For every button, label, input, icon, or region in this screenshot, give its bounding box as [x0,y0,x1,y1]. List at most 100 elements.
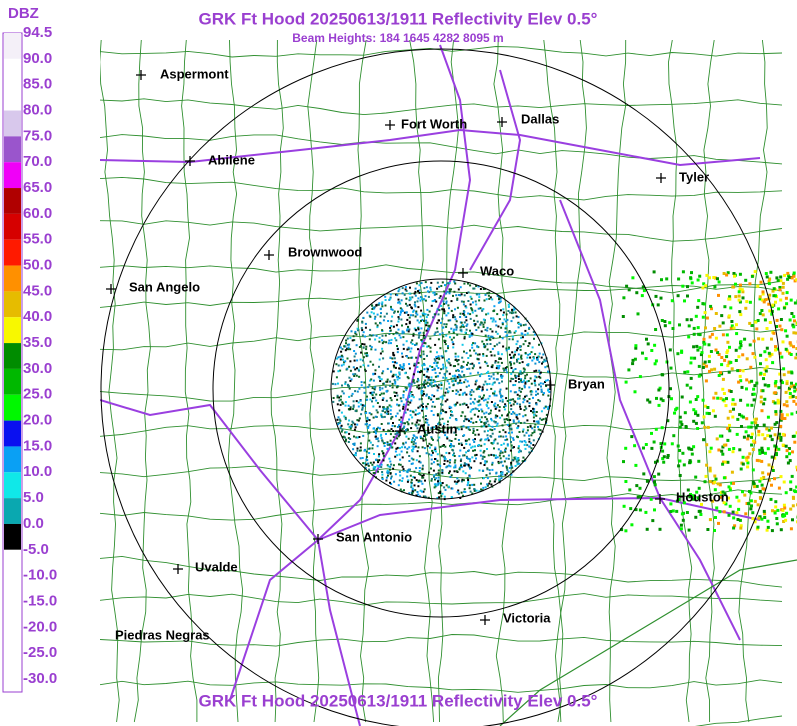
echo [786,461,790,465]
echo [398,373,401,376]
echo [696,326,700,330]
echo [452,294,454,297]
echo [542,393,545,396]
echo [429,286,432,289]
echo [477,433,480,436]
echo [337,370,340,373]
echo [480,488,483,491]
echo [627,368,631,372]
echo [443,456,446,459]
echo [415,312,418,315]
echo [385,390,388,393]
echo [463,391,466,394]
echo [372,405,375,408]
city-marker [385,120,395,130]
echo [467,479,470,481]
echo [500,477,503,480]
echo [452,330,455,333]
echo [476,345,479,348]
echo [534,384,537,387]
echo [506,318,509,321]
legend-swatch [4,265,21,292]
echo [774,380,778,383]
echo [450,496,453,499]
echo [538,369,541,372]
echo [339,403,342,406]
echo [655,396,658,400]
echo [534,353,537,356]
echo [707,360,711,364]
echo [732,526,736,530]
echo [653,480,656,484]
city-marker [655,494,665,504]
echo [369,398,372,401]
echo [437,386,440,389]
echo [540,356,543,359]
echo [396,376,399,379]
echo [473,413,476,416]
echo [460,325,463,328]
echo [467,300,470,302]
echo [376,445,379,448]
echo [530,382,533,385]
echo [485,425,488,428]
echo [516,402,519,405]
echo [718,510,722,514]
highway [317,539,361,726]
echo [389,444,392,447]
echo [375,393,378,396]
echo [500,376,503,379]
echo [766,447,770,451]
echo [511,446,514,449]
echo [770,483,773,487]
echo [463,321,466,324]
echo [490,375,493,378]
echo [482,308,485,310]
echo [517,378,520,380]
echo [419,315,422,318]
echo [533,382,536,385]
echo [347,441,350,443]
echo [430,462,433,465]
echo [395,415,397,418]
echo [459,294,462,297]
echo [780,355,784,359]
echo [415,342,418,345]
echo [424,336,427,338]
echo [425,286,428,289]
echo [517,459,520,462]
echo [701,286,705,290]
echo [680,395,684,399]
echo [422,476,425,479]
city-label: Fort Worth [401,116,467,131]
echo [455,294,458,297]
echo [722,392,726,395]
echo [476,408,479,411]
echo [373,391,375,394]
echo [438,333,441,336]
echo [426,381,429,384]
echo [697,459,701,463]
echo [709,304,713,308]
echo [378,465,381,468]
echo [714,516,717,519]
echo [535,420,538,423]
echo [495,378,498,381]
echo [760,459,764,463]
echo [539,429,542,432]
echo [418,473,421,475]
echo [523,421,526,424]
echo [482,343,485,345]
echo [485,460,488,463]
echo [701,366,705,369]
echo [428,442,431,445]
echo [374,322,377,325]
echo [746,465,750,469]
echo [753,499,757,503]
echo [357,329,359,332]
echo [471,346,474,349]
echo [372,363,375,366]
echo [636,495,640,499]
echo [400,450,403,453]
echo [513,456,516,459]
